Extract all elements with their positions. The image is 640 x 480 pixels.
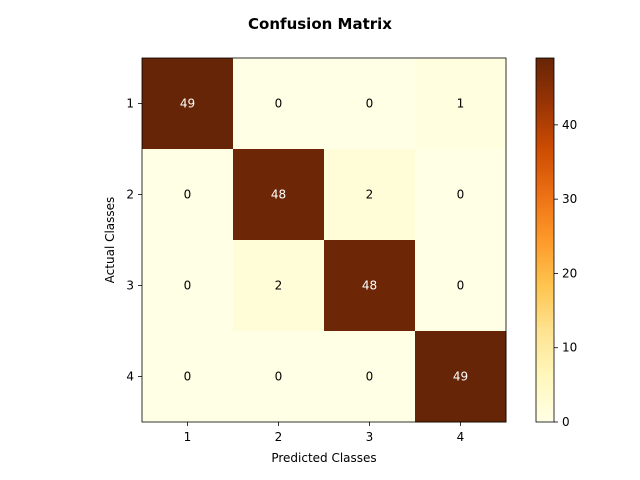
heatmap-cells — [142, 58, 507, 423]
heatmap-cell — [415, 149, 507, 241]
cell-value-label: 2 — [366, 188, 374, 202]
cell-value-label: 48 — [362, 279, 377, 293]
heatmap-cell — [233, 58, 325, 150]
heatmap-cell — [142, 331, 234, 423]
heatmap-cell — [233, 149, 325, 241]
x-tick-label: 3 — [366, 430, 374, 444]
cell-value-label: 0 — [275, 370, 283, 384]
x-tick-label: 4 — [457, 430, 465, 444]
colorbar: 0 10 20 30 40 — [535, 57, 577, 429]
y-tick-label: 3 — [126, 279, 134, 293]
cell-value-label: 0 — [366, 97, 374, 111]
heatmap-cell — [324, 58, 416, 150]
x-tick-label: 2 — [275, 430, 283, 444]
cell-value-label: 0 — [184, 370, 192, 384]
heatmap-cell — [324, 149, 416, 241]
cell-value-label: 48 — [271, 188, 286, 202]
x-axis-ticks: 1 2 3 4 — [184, 422, 465, 444]
cell-value-label: 2 — [275, 279, 283, 293]
heatmap-cell — [415, 240, 507, 332]
cell-value-label: 0 — [366, 370, 374, 384]
cell-value-label: 0 — [184, 188, 192, 202]
y-tick-label: 2 — [126, 188, 134, 202]
x-tick-label: 1 — [184, 430, 192, 444]
cell-value-label: 0 — [275, 97, 283, 111]
colorbar-tick-label: 30 — [562, 192, 577, 206]
colorbar-tick-label: 20 — [562, 266, 577, 280]
heatmap-cell — [142, 149, 234, 241]
heatmap-cell — [324, 331, 416, 423]
cell-value-label: 49 — [180, 97, 195, 111]
y-tick-label: 4 — [126, 370, 134, 384]
heatmap-cell — [233, 240, 325, 332]
cell-value-label: 0 — [457, 188, 465, 202]
y-axis-ticks: 1 2 3 4 — [126, 97, 142, 384]
y-tick-label: 1 — [126, 97, 134, 111]
heatmap-cell — [415, 331, 507, 423]
plot-frame — [141, 57, 507, 423]
cell-annotations: 49 0 0 1 0 48 2 0 0 2 48 0 0 0 0 49 — [180, 97, 468, 384]
heatmap-cell — [415, 58, 507, 150]
heatmap-cell — [142, 240, 234, 332]
colorbar-tick-label: 10 — [562, 341, 577, 355]
cell-value-label: 49 — [453, 370, 468, 384]
heatmap-cell — [324, 240, 416, 332]
cell-value-label: 0 — [184, 279, 192, 293]
y-axis-label: Actual Classes — [103, 197, 117, 284]
colorbar-ticks: 0 10 20 30 40 — [554, 118, 577, 429]
colorbar-gradient — [535, 57, 555, 423]
colorbar-tick-label: 40 — [562, 118, 577, 132]
cell-value-label: 0 — [457, 279, 465, 293]
heatmap-cell — [233, 331, 325, 423]
cell-value-label: 1 — [457, 97, 465, 111]
chart-title: Confusion Matrix — [248, 15, 392, 33]
x-axis-label: Predicted Classes — [271, 451, 376, 465]
heatmap-cell — [142, 58, 234, 150]
colorbar-tick-label: 0 — [562, 415, 570, 429]
